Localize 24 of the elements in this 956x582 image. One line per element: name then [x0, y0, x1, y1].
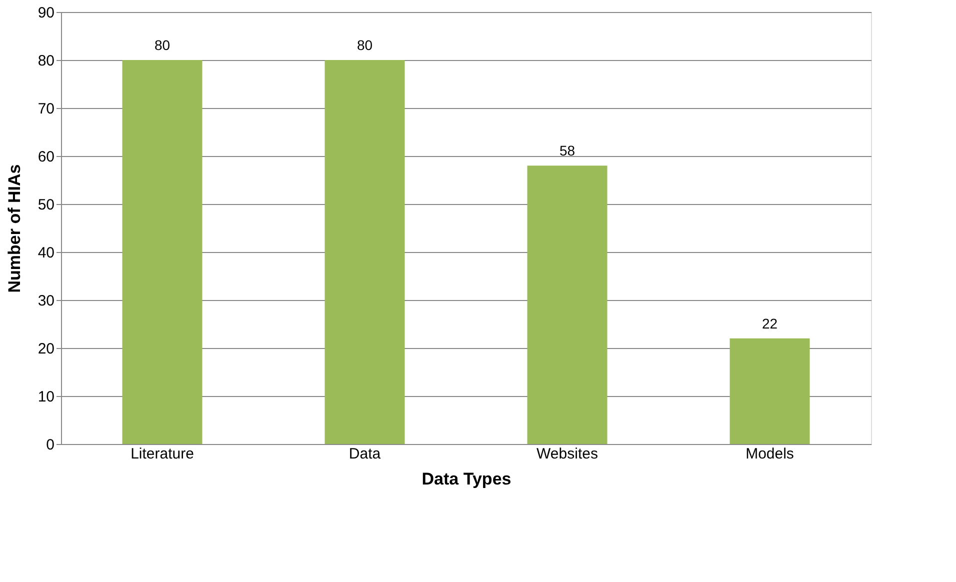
x-tick-label: Data	[348, 446, 382, 462]
x-tick-label: Models	[746, 446, 794, 462]
x-tick-label: Literature	[130, 446, 194, 462]
y-tick-label: 90	[38, 4, 54, 22]
y-tick-label: 80	[38, 52, 54, 70]
y-tick-label: 70	[38, 100, 54, 118]
bar	[730, 338, 810, 444]
data-label: 80	[154, 37, 170, 53]
y-tick-label: 60	[38, 148, 54, 166]
x-tick-label: Websites	[536, 446, 598, 462]
bar	[122, 60, 202, 444]
y-tick-label: 50	[38, 196, 54, 214]
data-label: 80	[356, 37, 373, 53]
bar	[527, 166, 608, 444]
y-tick-label: 40	[38, 244, 54, 262]
y-tick-label: 10	[38, 388, 54, 406]
y-axis-title: Number of HIAs	[4, 164, 24, 293]
data-label: 22	[762, 315, 778, 332]
x-axis-title: Data Types	[422, 470, 512, 488]
y-tick-label: 20	[38, 340, 54, 358]
bar	[324, 60, 405, 444]
y-tick-label: 0	[46, 436, 54, 454]
y-tick-label: 30	[38, 292, 54, 310]
data-label: 58	[559, 142, 576, 159]
